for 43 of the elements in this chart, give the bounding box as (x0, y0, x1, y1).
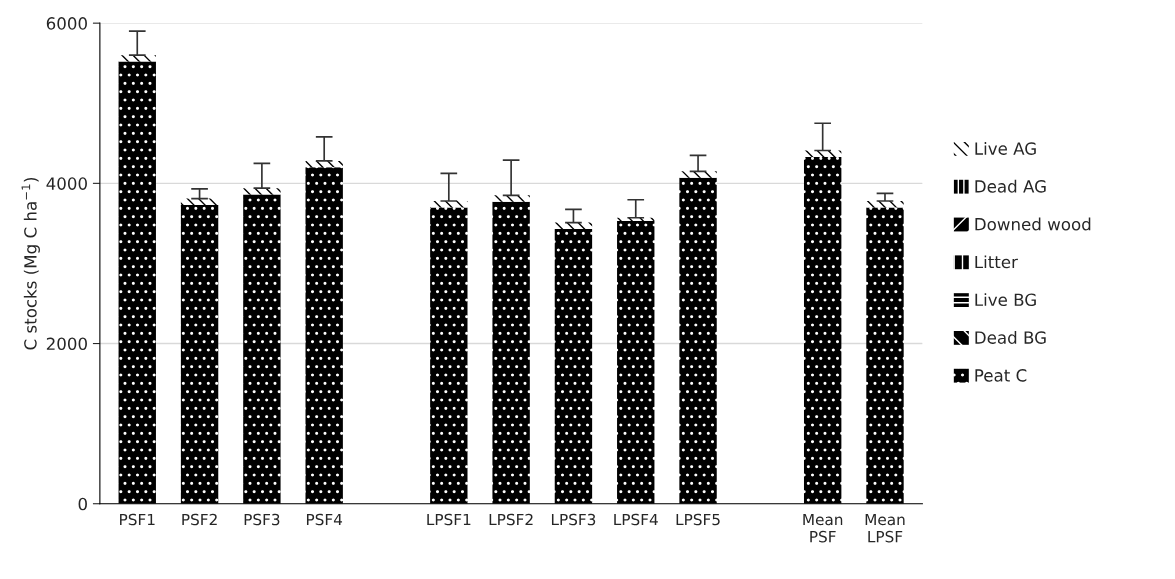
bar (180, 204, 219, 504)
y-axis-title: C stocks (Mg C ha$^{−1}$) (21, 177, 40, 350)
x-tick-label: LPSF4 (614, 513, 658, 526)
legend-label: Live BG (975, 293, 1036, 307)
x-tick-label: LPSF3 (551, 513, 596, 526)
x-tick-label: PSF3 (244, 513, 280, 526)
bar (430, 200, 468, 208)
x-tick-label: Mean LPSF (865, 513, 905, 543)
bar (803, 150, 842, 157)
bar (803, 156, 842, 504)
legend-label: Live AG (975, 141, 1036, 155)
y-tick-label: 4000 (46, 177, 87, 190)
y-tick-label: 6000 (46, 17, 87, 30)
legend-label: Dead BG (975, 330, 1046, 344)
bar (180, 198, 219, 205)
bar (492, 195, 530, 202)
x-tick-label: LPSF5 (676, 513, 720, 526)
x-tick-label: LPSF2 (489, 513, 533, 526)
bar (118, 61, 156, 504)
bar (554, 229, 593, 504)
bar (305, 167, 343, 504)
y-tick-label: 0 (78, 497, 87, 511)
x-tick-label: LPSF1 (427, 513, 471, 526)
bar (679, 177, 717, 504)
bar (243, 188, 281, 195)
legend-label: Downed wood (975, 217, 1091, 231)
x-tick-label: Mean PSF (803, 513, 843, 543)
bar (866, 200, 904, 208)
bar (866, 207, 904, 504)
bar (679, 171, 717, 178)
bar (492, 201, 530, 504)
bar (243, 194, 281, 504)
x-tick-label: PSF1 (120, 513, 155, 526)
legend-label: Litter (975, 255, 1018, 269)
bar (554, 222, 593, 229)
bar (118, 55, 156, 62)
y-tick-label: 2000 (46, 337, 87, 351)
x-tick-label: PSF2 (182, 513, 217, 526)
legend-label: Dead AG (975, 179, 1046, 193)
legend-label: Peat C (975, 369, 1027, 382)
x-tick-label: PSF4 (306, 513, 343, 526)
bar (617, 220, 655, 504)
bar (430, 207, 468, 504)
